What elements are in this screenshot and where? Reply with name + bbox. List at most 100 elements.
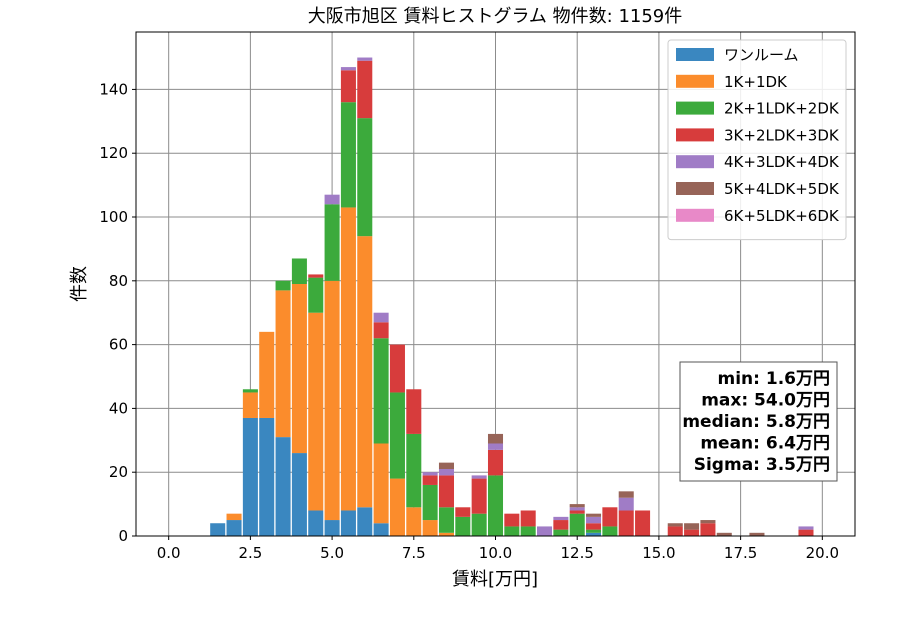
- bar-segment: [749, 532, 765, 536]
- bar-segment: [389, 344, 405, 393]
- bar-segment: [340, 510, 356, 536]
- bar-segment: [275, 437, 291, 536]
- bar-segment: [373, 322, 389, 339]
- bar-segment: [700, 520, 716, 524]
- bar-segment: [275, 280, 291, 291]
- bar-segment: [586, 516, 602, 524]
- bar-segment: [373, 312, 389, 323]
- stats-line: mean: 6.4万円: [700, 434, 830, 454]
- bar-segment: [389, 392, 405, 479]
- bar-segment: [357, 118, 373, 237]
- bar-segment: [471, 513, 487, 536]
- bar-segment: [438, 507, 454, 533]
- legend-label: ワンルーム: [724, 46, 799, 64]
- y-tick-label: 20: [109, 463, 128, 481]
- bar-segment: [618, 510, 634, 536]
- legend-label: 4K+3LDK+4DK: [724, 153, 840, 171]
- bar-segment: [798, 529, 814, 536]
- bar-segment: [357, 60, 373, 119]
- bar-segment: [422, 484, 438, 521]
- y-tick-label: 40: [109, 399, 128, 417]
- bar-segment: [455, 507, 471, 517]
- bar-segment: [422, 472, 438, 476]
- bar-segment: [210, 523, 226, 536]
- bar-segment: [357, 507, 373, 536]
- x-tick-label: 0.0: [157, 544, 181, 562]
- bar-segment: [438, 532, 454, 536]
- stats-line: min: 1.6万円: [718, 369, 830, 389]
- bar-segment: [259, 417, 275, 536]
- x-tick-label: 10.0: [479, 544, 512, 562]
- bar-segment: [586, 513, 602, 517]
- bar-segment: [569, 510, 585, 514]
- x-tick-label: 20.0: [806, 544, 839, 562]
- bar-segment: [716, 532, 732, 536]
- bar-segment: [324, 280, 340, 521]
- bar-segment: [586, 523, 602, 530]
- y-tick-label: 80: [109, 272, 128, 290]
- x-tick-label: 7.5: [402, 544, 426, 562]
- legend-swatch: [676, 208, 714, 222]
- bar-segment: [684, 523, 700, 530]
- legend-label: 2K+1LDK+2DK: [724, 100, 840, 118]
- bar-segment: [438, 462, 454, 470]
- legend-swatch: [676, 74, 714, 88]
- bar-segment: [308, 277, 324, 313]
- legend: ワンルーム 1K+1DK 2K+1LDK+2DK 3K+2LDK+3DK 4K+3LDK…: [667, 39, 847, 241]
- x-tick-label: 2.5: [238, 544, 262, 562]
- bar-segment: [324, 194, 340, 205]
- bar-segment: [553, 516, 569, 521]
- x-axis-ticks: 0.0 2.5 5.0 7.5 10.0 12.5 15.0 17.5 20.0: [157, 536, 839, 562]
- bar-segment: [667, 523, 683, 527]
- bar-segment: [569, 504, 585, 508]
- bar-segment: [798, 526, 814, 530]
- legend-swatch: [676, 48, 714, 61]
- y-tick-label: 0: [118, 527, 128, 545]
- y-tick-label: 100: [99, 208, 128, 226]
- bar-segment: [275, 290, 291, 438]
- stats-line: median: 5.8万円: [682, 412, 830, 432]
- chart-title: 大阪市旭区 賃料ヒストグラム 物件数: 1159件: [308, 6, 683, 27]
- bar-segment: [291, 453, 307, 536]
- bar-segment: [602, 507, 618, 527]
- bars: [210, 57, 814, 536]
- bar-segment: [406, 389, 422, 434]
- bar-segment: [487, 449, 504, 476]
- x-tick-label: 5.0: [320, 544, 344, 562]
- bar-segment: [340, 207, 356, 511]
- bar-segment: [520, 510, 536, 527]
- y-axis-label: 件数: [69, 266, 90, 302]
- bar-segment: [357, 57, 373, 61]
- bar-segment: [618, 497, 634, 511]
- bar-segment: [291, 258, 307, 284]
- bar-segment: [308, 274, 324, 278]
- bar-segment: [308, 312, 324, 511]
- bar-segment: [700, 523, 716, 536]
- bar-segment: [422, 475, 438, 485]
- bar-segment: [373, 338, 389, 444]
- bar-segment: [226, 520, 242, 536]
- bar-segment: [504, 526, 520, 536]
- bar-segment: [471, 478, 487, 514]
- legend-swatch: [676, 128, 714, 142]
- bar-segment: [242, 417, 258, 536]
- bar-segment: [438, 469, 454, 476]
- y-tick-label: 140: [99, 80, 128, 98]
- bar-segment: [389, 478, 405, 536]
- legend-label: 5K+4LDK+5DK: [724, 180, 840, 198]
- bar-segment: [373, 523, 389, 536]
- bar-segment: [406, 433, 422, 508]
- bar-segment: [635, 510, 651, 536]
- bar-segment: [324, 204, 340, 281]
- bar-segment: [340, 70, 356, 103]
- bar-segment: [242, 392, 258, 418]
- bar-segment: [242, 389, 258, 393]
- stats-line: Sigma: 3.5万円: [694, 455, 830, 475]
- bar-segment: [422, 520, 438, 536]
- bar-segment: [520, 526, 536, 536]
- legend-swatch: [676, 101, 714, 115]
- bar-segment: [487, 475, 504, 536]
- stats-frame: [679, 361, 838, 482]
- bar-segment: [684, 529, 700, 536]
